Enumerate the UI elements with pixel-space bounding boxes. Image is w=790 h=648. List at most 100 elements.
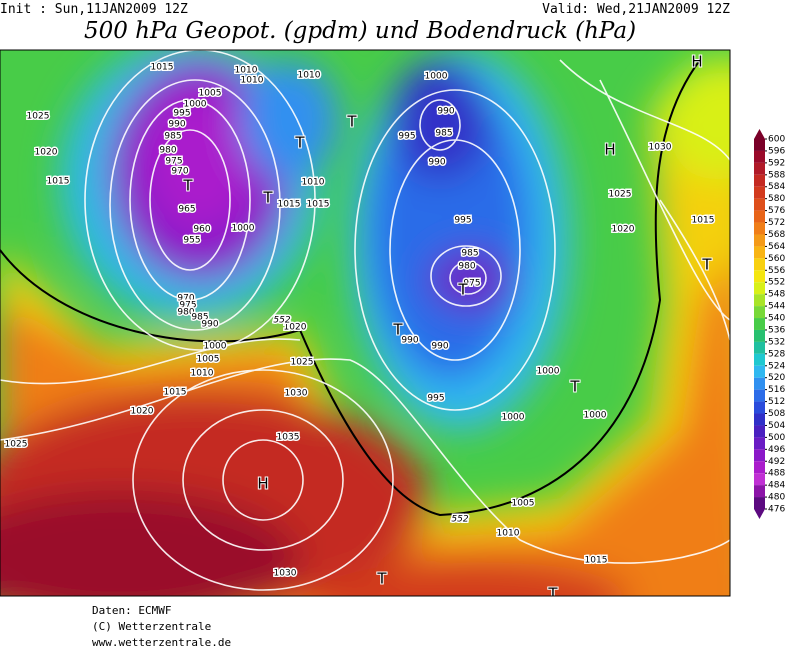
colorbar-segment — [754, 282, 765, 295]
footer-line: (C) Wetterzentrale — [92, 620, 211, 633]
colorbar-segment — [754, 341, 765, 354]
init-time: Init : Sun,11JAN2009 12Z — [0, 2, 188, 17]
isobar-label: 985 — [435, 129, 452, 139]
colorbar-segment — [754, 198, 765, 211]
isobar-label: 1025 — [291, 358, 314, 368]
isobar-label: 975 — [179, 301, 196, 311]
isobar-label: 1030 — [649, 143, 672, 153]
pressure-center: H — [604, 141, 615, 159]
pressure-center: T — [547, 585, 558, 603]
map-frame — [0, 49, 731, 597]
isobar-label: 1010 — [235, 66, 258, 76]
isobar-label: 1020 — [131, 407, 154, 417]
isobar-label: 1025 — [609, 190, 632, 200]
isobar-label: 985 — [164, 132, 181, 142]
pressure-center: T — [569, 378, 580, 396]
colorbar-segment — [754, 210, 765, 223]
isobar-label: 1000 — [584, 411, 607, 421]
colorbar-segment — [754, 318, 765, 330]
isobar-label: 1005 — [512, 499, 535, 509]
colorbar-label: 560 — [768, 254, 785, 264]
pressure-center: T — [701, 256, 712, 274]
isobar-label: 1020 — [284, 323, 307, 333]
pressure-center: T — [262, 189, 273, 207]
isobar-label: 1015 — [692, 216, 715, 226]
isobar-label: 1015 — [307, 200, 330, 210]
isobar-label: 955 — [183, 236, 200, 246]
isobar-label: 1010 — [298, 71, 321, 81]
isobar-label: 970 — [177, 294, 194, 304]
colorbar-segment — [754, 258, 765, 271]
map-title: 500 hPa Geopot. (gpdm) und Bodendruck (h… — [84, 18, 636, 44]
colorbar-segment — [754, 497, 765, 509]
isobar-label: 1015 — [151, 63, 174, 73]
isobar-label: 1035 — [277, 433, 300, 443]
colorbar-label: 492 — [768, 457, 785, 467]
isobar-label: 995 — [173, 109, 190, 119]
colorbar-label: 536 — [768, 325, 785, 335]
contour-label: 552 — [451, 515, 468, 525]
pressure-center: H — [691, 53, 702, 71]
colorbar-cap — [754, 129, 765, 139]
footer-line: www.wetterzentrale.de — [92, 636, 231, 648]
isobar-label: 1000 — [425, 72, 448, 82]
isobar-label: 1015 — [278, 200, 301, 210]
colorbar-label: 572 — [768, 218, 785, 228]
colorbar-segment — [754, 150, 765, 163]
colorbar-label: 484 — [768, 481, 785, 491]
colorbar-segment — [754, 186, 765, 199]
colorbar-segment — [754, 162, 765, 175]
isobar-label: 1000 — [232, 224, 255, 234]
valid-time: Valid: Wed,21JAN2009 12Z — [542, 2, 730, 17]
colorbar-label: 548 — [768, 290, 785, 300]
isobar-label: 975 — [463, 279, 480, 289]
colorbar-segment — [754, 353, 765, 366]
isobar-label: 965 — [178, 205, 195, 215]
colorbar-segment — [754, 294, 765, 307]
colorbar-segment — [754, 413, 765, 426]
colorbar-label: 584 — [768, 182, 785, 192]
colorbar-label: 520 — [768, 373, 785, 383]
colorbar-label: 528 — [768, 349, 785, 359]
colorbar-segment — [754, 485, 765, 498]
isobar-label: 1025 — [5, 440, 28, 450]
isobar-label: 990 — [428, 158, 445, 168]
isobar-label: 990 — [437, 107, 454, 117]
colorbar-label: 544 — [768, 302, 785, 312]
isobar-label: 1000 — [502, 413, 525, 423]
colorbar-label: 576 — [768, 206, 785, 216]
colorbar-label: 532 — [768, 337, 785, 347]
isobar-label: 985 — [461, 249, 478, 259]
colorbar-segment — [754, 365, 765, 378]
pressure-center: T — [346, 113, 357, 131]
isobar-label: 990 — [431, 342, 448, 352]
pressure-center: T — [457, 281, 468, 299]
isobar-label: 1010 — [302, 178, 325, 188]
colorbar-label: 524 — [768, 361, 785, 371]
colorbar-label: 516 — [768, 385, 785, 395]
colorbar-segment — [754, 389, 765, 402]
colorbar-label: 596 — [768, 146, 785, 156]
colorbar-label: 580 — [768, 194, 785, 204]
map-field: 1015 1010 1010 1010 1005 1000 1025 995 990 985 980… — [0, 50, 730, 603]
isobar-label: 990 — [401, 336, 418, 346]
colorbar-segment — [754, 306, 765, 319]
pressure-center: T — [182, 177, 193, 195]
contour-label: 552 — [273, 316, 290, 326]
colorbar-segment — [754, 329, 765, 342]
colorbar-label: 564 — [768, 242, 785, 252]
isobar-label: 1005 — [199, 89, 222, 99]
colorbar-segment — [754, 246, 765, 259]
isobar-label: 970 — [171, 167, 188, 177]
isobar-label: 980 — [177, 308, 194, 318]
footer-line: Daten: ECMWF — [92, 604, 171, 617]
pressure-center: T — [294, 134, 305, 152]
isobar-label: 1030 — [285, 389, 308, 399]
pressure-center: T — [376, 570, 387, 588]
colorbar-segment — [754, 473, 765, 486]
colorbar-segment — [754, 174, 765, 187]
isobar-label: 1020 — [612, 225, 635, 235]
colorbar-segment — [754, 425, 765, 438]
isobar-label: 960 — [193, 225, 210, 235]
